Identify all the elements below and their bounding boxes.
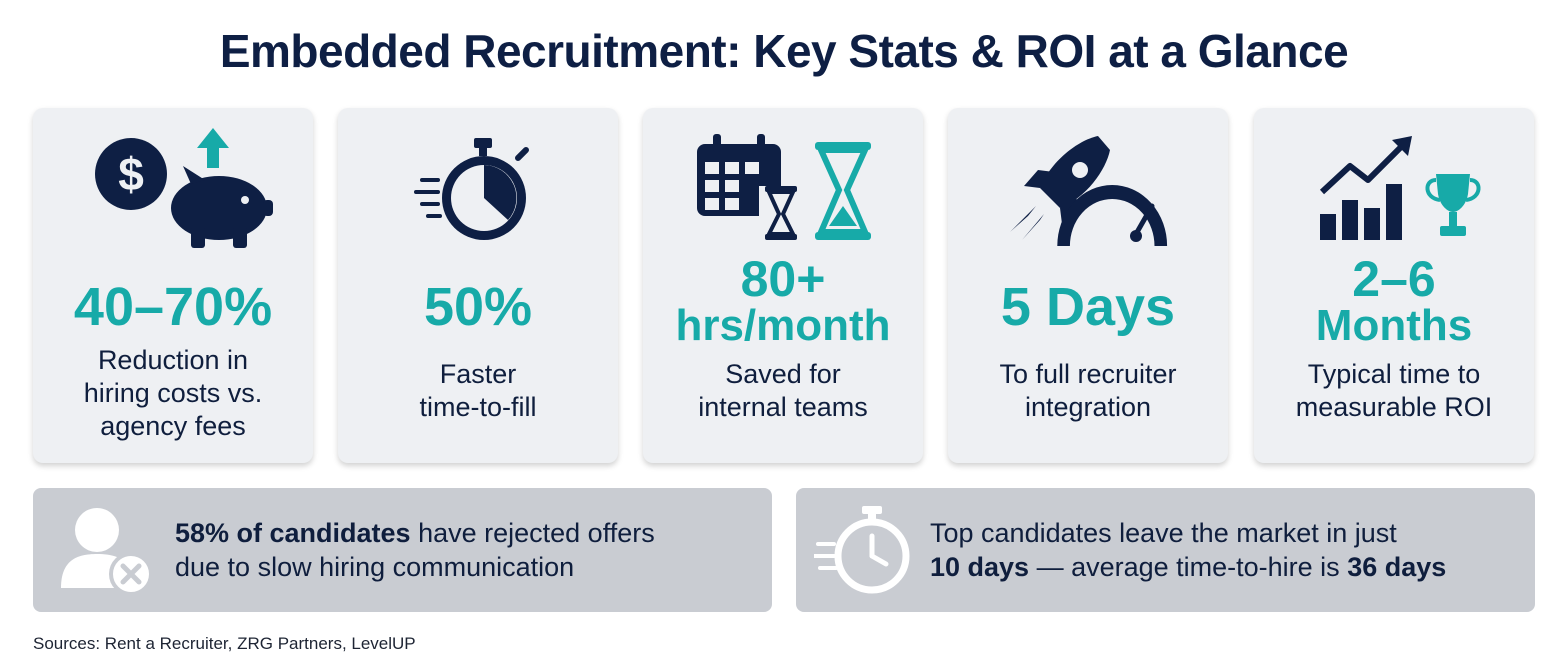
stat-value-line-2: hrs/month xyxy=(675,301,891,350)
stat-description: Typical time to measurable ROI xyxy=(1295,359,1493,422)
stat-cards: $ 40–70% Reduction in hiring costs vs. a… xyxy=(33,108,1535,464)
growth-chart-trophy-icon xyxy=(1254,122,1534,252)
user-rejected-icon xyxy=(57,504,157,596)
banner-text: Top candidates leave the market in just … xyxy=(930,518,1447,582)
sources-footnote: Sources: Rent a Recruiter, ZRG Partners,… xyxy=(33,634,416,653)
fast-stopwatch-icon xyxy=(812,504,914,596)
stat-description: Saved for internal teams xyxy=(698,359,868,422)
banner-time-to-hire: Top candidates leave the market in just … xyxy=(796,488,1535,612)
stat-card-time-to-fill: 50% Faster time-to-fill xyxy=(338,108,618,463)
calendar-hourglass-icon xyxy=(643,122,923,252)
stat-value: 5 Days xyxy=(1000,277,1176,337)
stopwatch-icon xyxy=(338,122,618,252)
stat-description: Reduction in hiring costs vs. agency fee… xyxy=(83,345,263,441)
stat-value-line-1: 2–6 xyxy=(1352,251,1436,307)
rocket-gauge-icon xyxy=(948,122,1228,252)
stat-value: 50% xyxy=(423,277,533,337)
stat-description: To full recruiter integration xyxy=(999,359,1177,422)
page-title: Embedded Recruitment: Key Stats & ROI at… xyxy=(219,25,1349,77)
dollar-piggy-bank-icon: $ xyxy=(33,122,313,252)
stat-card-hiring-costs: $ 40–70% Reduction in hiring costs vs. a… xyxy=(33,108,313,463)
stat-card-integration: 5 Days To full recruiter integration xyxy=(948,108,1228,463)
stat-card-hours-saved: 80+ hrs/month Saved for internal teams xyxy=(643,108,923,463)
stat-description: Faster time-to-fill xyxy=(419,359,537,422)
stat-card-roi: 2–6 Months Typical time to measurable RO… xyxy=(1254,108,1534,463)
banner-candidate-rejections: 58% of candidates have rejected offers d… xyxy=(33,488,772,612)
banner-text: 58% of candidates have rejected offers d… xyxy=(175,518,655,582)
stat-value-line-2: Months xyxy=(1315,301,1473,350)
stat-value: 40–70% xyxy=(73,277,273,337)
stat-value-line-1: 80+ xyxy=(740,251,826,307)
svg-text:$: $ xyxy=(118,148,144,200)
